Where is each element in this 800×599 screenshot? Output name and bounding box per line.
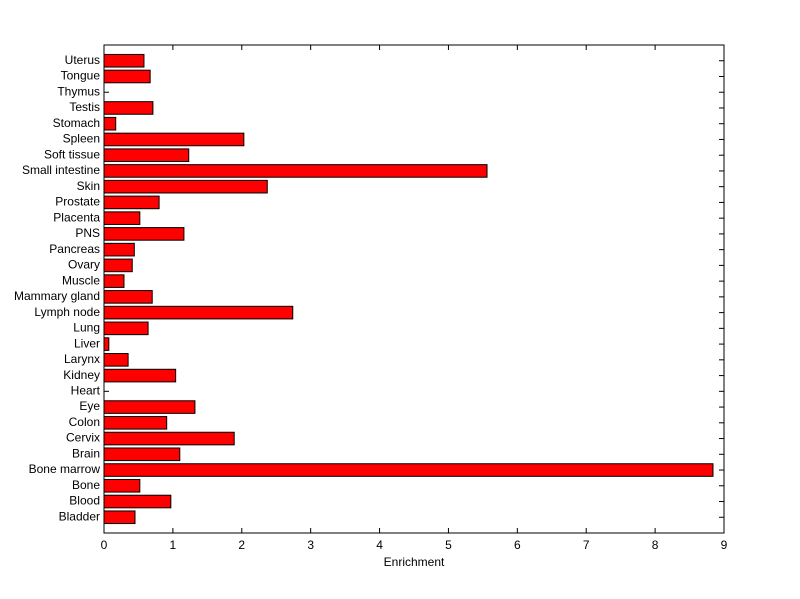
y-tick-label: Thymus xyxy=(57,84,100,98)
x-tick-label: 5 xyxy=(445,538,452,552)
bar xyxy=(103,337,110,351)
bar xyxy=(103,227,185,241)
bar xyxy=(103,69,151,84)
bar xyxy=(103,164,488,178)
y-tick-label: Muscle xyxy=(62,273,100,287)
plot-area xyxy=(104,45,724,533)
x-axis-label: Enrichment xyxy=(384,555,445,569)
y-tick-label: Small intestine xyxy=(22,163,100,177)
bar xyxy=(103,494,172,509)
bar xyxy=(103,290,153,304)
x-tick-label: 9 xyxy=(721,538,728,552)
y-tick-label: Bone marrow xyxy=(29,462,101,476)
bar xyxy=(103,447,181,462)
y-tick-label: Bladder xyxy=(59,509,100,523)
bar xyxy=(103,321,149,336)
y-tick-label: Spleen xyxy=(63,132,100,146)
y-tick-label: Larynx xyxy=(64,352,100,366)
bar xyxy=(103,258,133,273)
bar xyxy=(103,510,136,525)
y-tick-label: Ovary xyxy=(68,258,100,272)
bar xyxy=(103,400,196,414)
y-tick-label: Eye xyxy=(79,399,100,413)
y-tick-label: Brain xyxy=(72,446,100,460)
y-tick-label: Soft tissue xyxy=(44,147,100,161)
bar xyxy=(103,242,135,257)
bar xyxy=(103,478,141,493)
bar xyxy=(103,148,190,162)
bar xyxy=(103,274,125,288)
y-tick-label: Liver xyxy=(74,336,100,350)
y-tick-label: Uterus xyxy=(65,53,100,67)
x-tick-label: 1 xyxy=(170,538,177,552)
x-tick-label: 6 xyxy=(514,538,521,552)
y-tick-label: PNS xyxy=(75,226,100,240)
y-tick-label: Blood xyxy=(69,494,100,508)
bar xyxy=(103,431,235,446)
y-tick-label: Pancreas xyxy=(49,242,100,256)
bar xyxy=(103,463,714,477)
x-tick-label: 2 xyxy=(238,538,245,552)
bar xyxy=(103,416,168,430)
y-tick-label: Skin xyxy=(77,179,100,193)
x-tick-label: 3 xyxy=(307,538,314,552)
x-tick-label: 7 xyxy=(583,538,590,552)
y-tick-label: Bone xyxy=(72,478,100,492)
y-tick-label: Cervix xyxy=(66,431,100,445)
x-tick-label: 0 xyxy=(101,538,108,552)
bar xyxy=(103,305,294,320)
bar xyxy=(103,101,154,115)
x-tick-label: 4 xyxy=(376,538,383,552)
y-tick-label: Lymph node xyxy=(34,305,100,319)
y-tick-label: Heart xyxy=(71,383,101,397)
y-tick-label: Stomach xyxy=(53,116,100,130)
y-tick-label: Prostate xyxy=(55,195,100,209)
axes-box xyxy=(103,44,725,534)
bar xyxy=(103,53,145,68)
bar xyxy=(103,368,177,383)
y-tick-label: Mammary gland xyxy=(14,289,100,303)
y-tick-label: Lung xyxy=(73,321,100,335)
bar xyxy=(103,116,117,131)
y-tick-label: Placenta xyxy=(53,210,100,224)
bar xyxy=(103,353,129,367)
bar xyxy=(103,179,268,194)
bar xyxy=(103,132,245,147)
y-tick-label: Kidney xyxy=(63,368,100,382)
x-tick-label: 8 xyxy=(652,538,659,552)
bar xyxy=(103,211,141,225)
y-tick-label: Colon xyxy=(69,415,100,429)
y-tick-label: Tongue xyxy=(61,69,101,83)
y-tick-label: Testis xyxy=(69,100,100,114)
bar xyxy=(103,195,160,210)
